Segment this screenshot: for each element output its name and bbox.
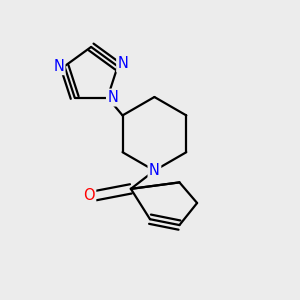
Text: N: N bbox=[118, 56, 128, 71]
Text: O: O bbox=[83, 188, 95, 203]
Text: N: N bbox=[107, 90, 118, 105]
Text: N: N bbox=[149, 163, 160, 178]
Text: N: N bbox=[53, 59, 64, 74]
